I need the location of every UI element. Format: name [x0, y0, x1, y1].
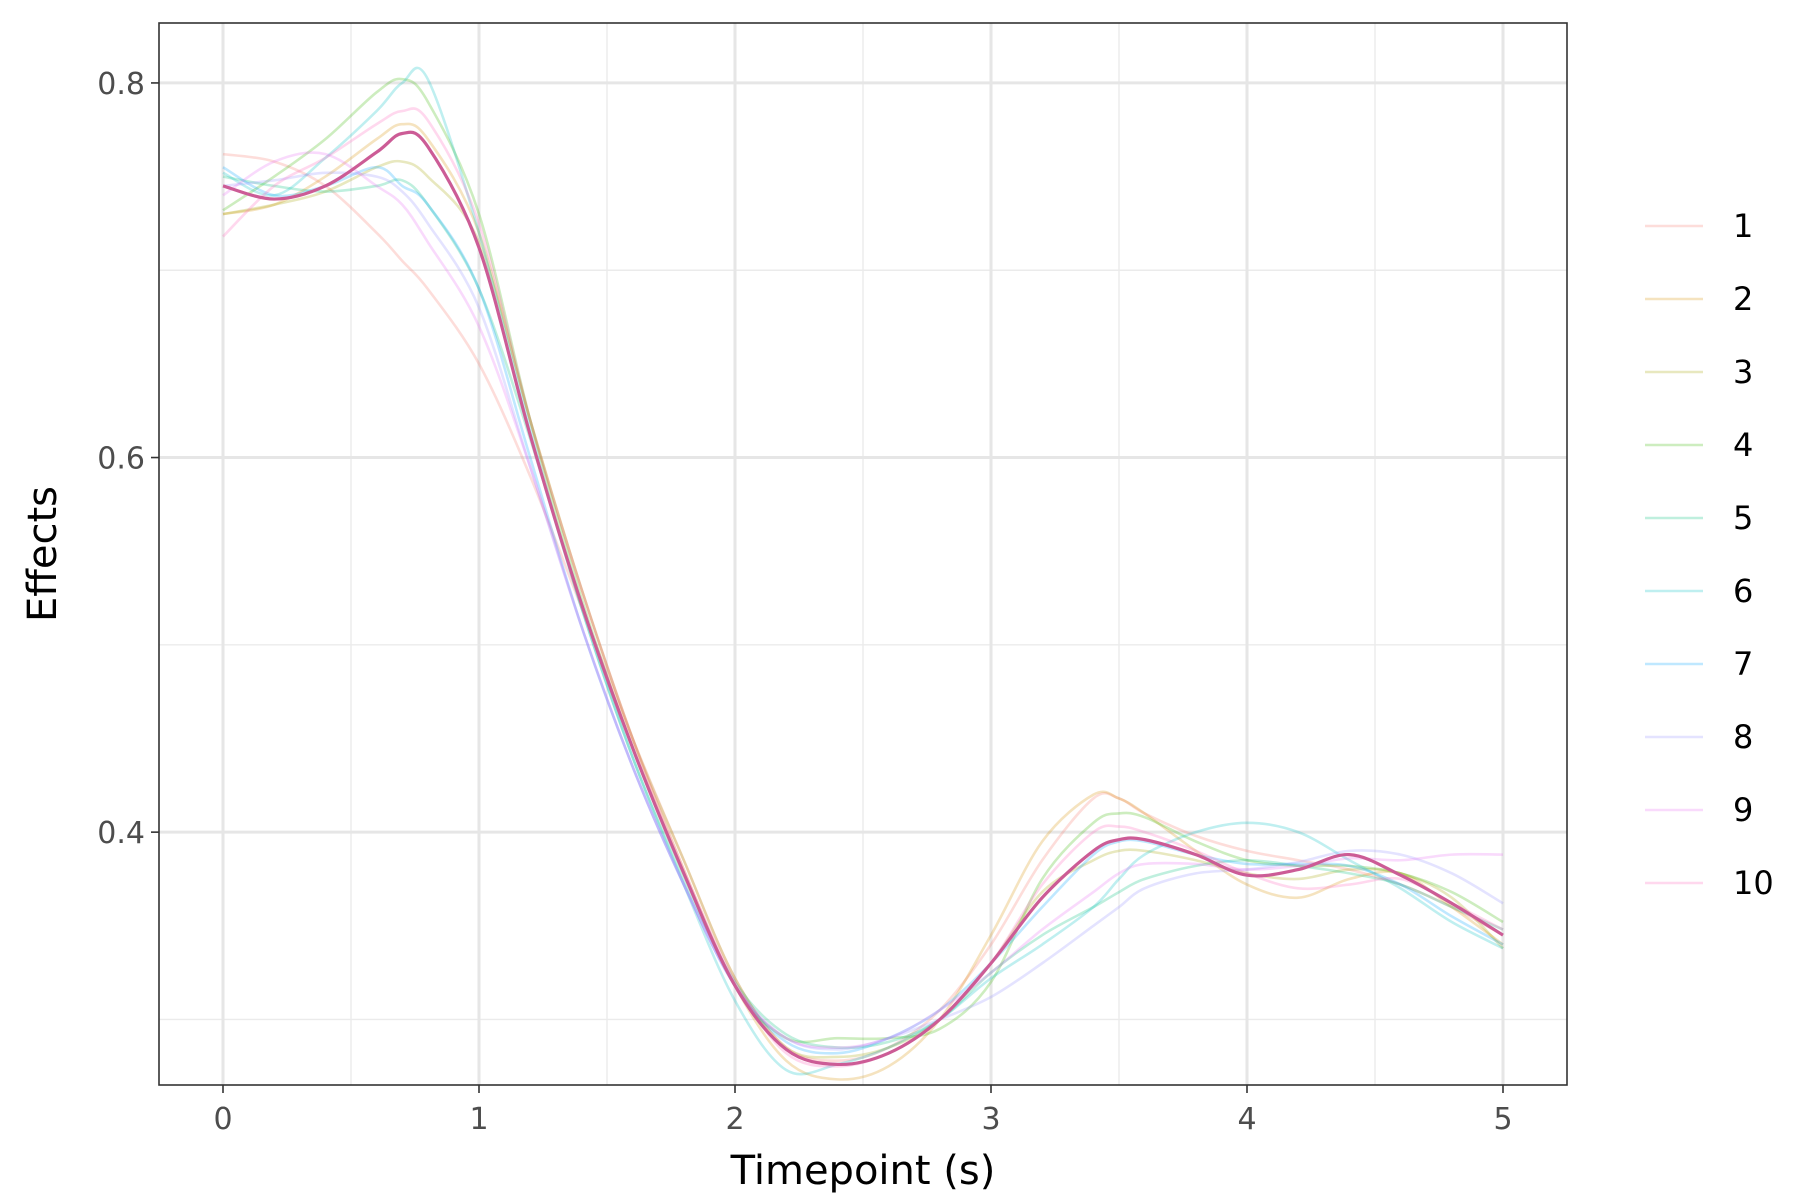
- legend-item: 7: [1645, 645, 1753, 683]
- legend-label-8: 8: [1733, 718, 1753, 756]
- y-tick-label: 0.8: [97, 67, 145, 102]
- x-tick-label: 4: [1237, 1102, 1256, 1137]
- legend-label-1: 1: [1733, 207, 1753, 245]
- legend-item: 5: [1645, 499, 1753, 537]
- summary-layer: [222, 130, 1504, 1067]
- legend-label-7: 7: [1733, 645, 1753, 683]
- legend: 1 2 3 4 5 6 7 8 9 10: [1645, 207, 1774, 902]
- legend-label-6: 6: [1733, 572, 1753, 610]
- legend-item: 2: [1645, 280, 1753, 318]
- legend-label-4: 4: [1733, 426, 1753, 464]
- series-line-4: [222, 77, 1504, 1044]
- legend-item: 6: [1645, 572, 1753, 610]
- legend-label-9: 9: [1733, 791, 1753, 829]
- x-tick-label: 0: [213, 1102, 232, 1137]
- legend-item: 10: [1645, 864, 1774, 902]
- series-line-3: [222, 159, 1504, 1059]
- legend-item: 1: [1645, 207, 1753, 245]
- series-line-9: [222, 151, 1504, 1049]
- legend-item: 9: [1645, 791, 1753, 829]
- legend-label-3: 3: [1733, 353, 1753, 391]
- series-layer: [222, 66, 1504, 1081]
- legend-label-10: 10: [1733, 864, 1774, 902]
- y-tick-label: 0.6: [97, 442, 145, 477]
- series-line-5: [222, 175, 1504, 1050]
- legend-item: 3: [1645, 353, 1753, 391]
- series-line-2: [222, 122, 1504, 1081]
- legend-label-2: 2: [1733, 280, 1753, 318]
- series-line-8: [222, 171, 1504, 1051]
- summary-line: [222, 130, 1504, 1067]
- x-tick-label: 2: [725, 1102, 744, 1137]
- x-tick-label: 3: [981, 1102, 1000, 1137]
- series-line-1: [222, 152, 1504, 1062]
- series-line-7: [222, 165, 1504, 1055]
- series-line-6: [222, 66, 1504, 1076]
- x-axis-title: Timepoint (s): [730, 1148, 996, 1194]
- grid-layer: [159, 23, 1567, 1085]
- y-axis-title: Effects: [20, 486, 66, 622]
- legend-item: 8: [1645, 718, 1753, 756]
- plot-frame: [158, 22, 1568, 1086]
- series-line-10: [222, 107, 1504, 1068]
- x-tick-label: 1: [469, 1102, 488, 1137]
- x-tick-label: 5: [1493, 1102, 1512, 1137]
- legend-item: 4: [1645, 426, 1753, 464]
- legend-label-5: 5: [1733, 499, 1753, 537]
- tick-layer: 0 1 2 3 4 5 0.4 0.6 0.8: [97, 67, 1512, 1137]
- y-tick-label: 0.4: [97, 816, 145, 851]
